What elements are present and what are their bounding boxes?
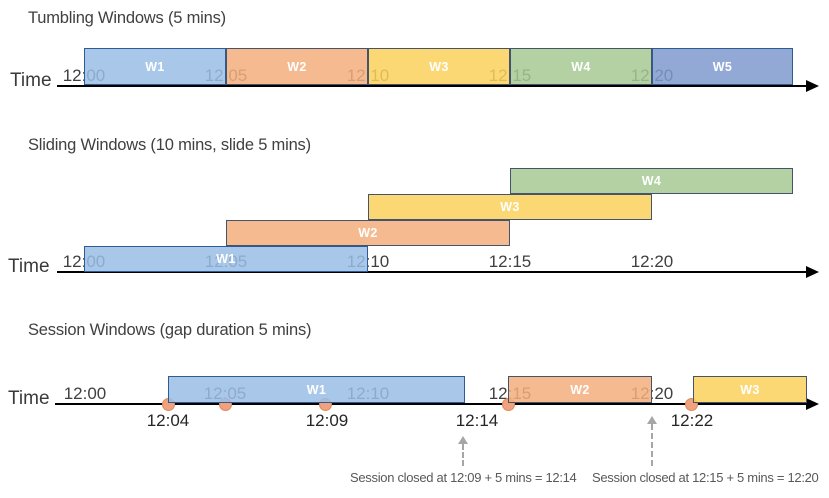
tumbling-window-w4: W4 bbox=[510, 48, 652, 85]
window-label: W2 bbox=[358, 226, 378, 240]
time-axis-label: Time bbox=[8, 256, 50, 277]
tumbling-window-w2: W2 bbox=[226, 48, 368, 85]
session-close-arrow-shaft bbox=[462, 444, 464, 466]
sliding-window-w4: W4 bbox=[510, 168, 793, 194]
window-label: W5 bbox=[712, 59, 733, 74]
window-label: W1 bbox=[145, 59, 165, 74]
axis-arrowhead-icon bbox=[806, 398, 819, 410]
axis-arrowhead-icon bbox=[806, 80, 819, 92]
window-label: W1 bbox=[306, 382, 327, 397]
section-title-tumbling: Tumbling Windows (5 mins) bbox=[28, 9, 226, 27]
tumbling-window-w3: W3 bbox=[368, 48, 510, 85]
session-close-annotation: Session closed at 12:15 + 5 mins = 12:20 bbox=[592, 470, 819, 485]
session-window-w2: W2 bbox=[508, 376, 652, 403]
window-label: W3 bbox=[429, 59, 449, 74]
section-title-session: Session Windows (gap duration 5 mins) bbox=[28, 321, 312, 339]
session-close-arrow-shaft bbox=[651, 424, 653, 466]
session-window-w1: W1 bbox=[168, 376, 465, 403]
time-axis bbox=[57, 85, 806, 87]
tick-label: 12:00 bbox=[63, 384, 107, 403]
sliding-window-w3: W3 bbox=[368, 194, 652, 220]
session-close-annotation: Session closed at 12:09 + 5 mins = 12:14 bbox=[350, 470, 577, 485]
session-close-arrow-icon bbox=[458, 436, 468, 444]
window-label: W1 bbox=[216, 252, 236, 266]
session-window-w3: W3 bbox=[693, 376, 807, 403]
window-label: W4 bbox=[571, 59, 591, 74]
window-label: W2 bbox=[570, 382, 590, 397]
time-axis bbox=[55, 403, 806, 405]
time-axis-label: Time bbox=[8, 388, 50, 409]
section-title-sliding: Sliding Windows (10 mins, slide 5 mins) bbox=[28, 136, 311, 154]
time-axis bbox=[57, 271, 806, 273]
time-axis-label: Time bbox=[10, 70, 52, 91]
tumbling-window-w5: W5 bbox=[652, 48, 793, 85]
window-label: W3 bbox=[740, 382, 760, 397]
session-close-arrow-icon bbox=[647, 416, 657, 424]
tick-label: 12:20 bbox=[630, 252, 674, 271]
tick-label: 12:15 bbox=[488, 252, 532, 271]
axis-arrowhead-icon bbox=[806, 266, 819, 278]
sliding-window-w1: W1 bbox=[84, 246, 368, 272]
event-time-label: 12:14 bbox=[455, 411, 499, 430]
sliding-window-w2: W2 bbox=[226, 220, 510, 246]
window-label: W3 bbox=[500, 200, 520, 214]
event-time-label: 12:22 bbox=[670, 411, 714, 430]
window-label: W4 bbox=[641, 174, 662, 188]
window-label: W2 bbox=[287, 59, 307, 74]
event-time-label: 12:09 bbox=[305, 411, 349, 430]
event-time-label: 12:04 bbox=[146, 411, 190, 430]
tumbling-window-w1: W1 bbox=[84, 48, 226, 85]
